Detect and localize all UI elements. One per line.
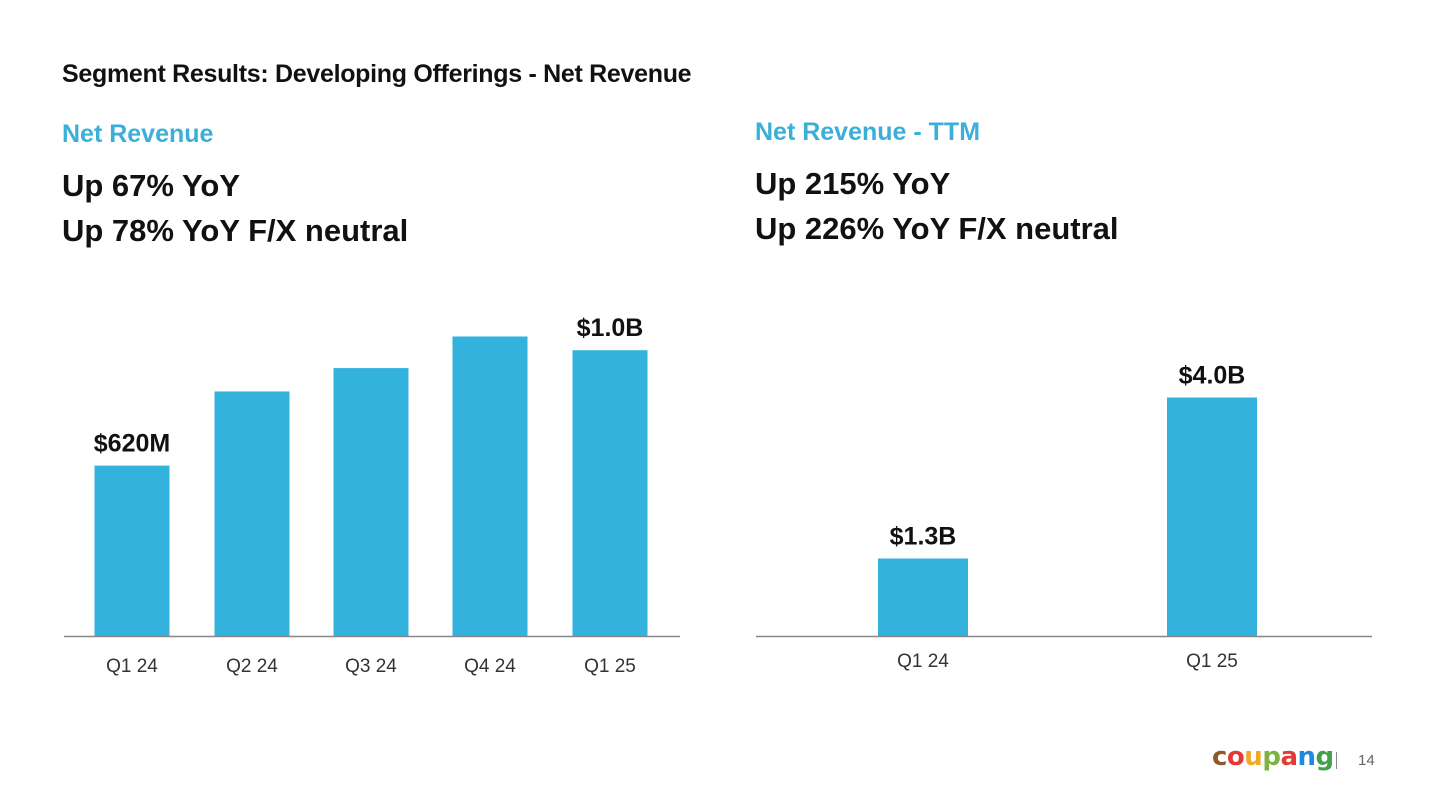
- logo-letter: c: [1212, 742, 1227, 772]
- right-headline-yoy: Up 215% YoY: [755, 166, 951, 201]
- data-label: $1.3B: [890, 522, 957, 550]
- x-tick-label: Q3 24: [345, 656, 397, 677]
- x-tick-label: Q1 24: [106, 656, 158, 677]
- logo-letter: p: [1262, 742, 1281, 772]
- x-tick-label: Q4 24: [464, 656, 516, 677]
- left-headline: Up 67% YoY Up 78% YoY F/X neutral: [62, 163, 408, 253]
- logo-letter: a: [1280, 742, 1298, 772]
- logo-letter: u: [1244, 742, 1263, 772]
- bar-q1-25: [572, 350, 648, 636]
- logo-letter: o: [1226, 742, 1245, 772]
- logo-letter: n: [1297, 742, 1316, 772]
- left-headline-fx-neutral: Up 78% YoY F/X neutral: [62, 213, 409, 248]
- data-label: $4.0B: [1179, 362, 1246, 390]
- right-headline-fx-neutral: Up 226% YoY F/X neutral: [755, 211, 1119, 246]
- data-label: $1.0B: [577, 314, 644, 342]
- x-tick-label: Q1 24: [897, 651, 949, 672]
- bar-q1-25: [1167, 397, 1257, 636]
- left-headline-yoy: Up 67% YoY: [62, 168, 241, 203]
- x-tick-label: Q2 24: [226, 656, 278, 677]
- bar-q4-24: [452, 336, 528, 636]
- bar-q2-24: [214, 391, 290, 636]
- bar-q3-24: [333, 368, 409, 636]
- footer-divider: [1336, 752, 1337, 769]
- right-subtitle-text: Net Revenue - TTM: [755, 118, 981, 146]
- logo-letter: g: [1315, 742, 1335, 772]
- right-subtitle: Net Revenue - TTM: [755, 118, 980, 147]
- page-number: 14: [1358, 752, 1375, 769]
- left-subtitle-text: Net Revenue: [62, 120, 214, 148]
- bar-q1-24: [94, 465, 170, 636]
- left-subtitle: Net Revenue: [62, 120, 213, 149]
- coupang-logo: coupang: [1212, 742, 1334, 772]
- data-label: $620M: [94, 430, 170, 458]
- x-tick-label: Q1 25: [584, 656, 636, 677]
- right-headline: Up 215% YoY Up 226% YoY F/X neutral: [755, 161, 1119, 251]
- chart-1: $620M Q1 24 Q2 24 Q3 24 Q4 24 $1.0B Q1 25: [64, 314, 680, 677]
- page-title: Segment Results: Developing Offerings - …: [62, 60, 692, 88]
- x-tick-label: Q1 25: [1186, 651, 1238, 672]
- bar-q1-24: [878, 558, 968, 636]
- chart-2: $1.3B Q1 24 $4.0B Q1 25: [756, 362, 1372, 672]
